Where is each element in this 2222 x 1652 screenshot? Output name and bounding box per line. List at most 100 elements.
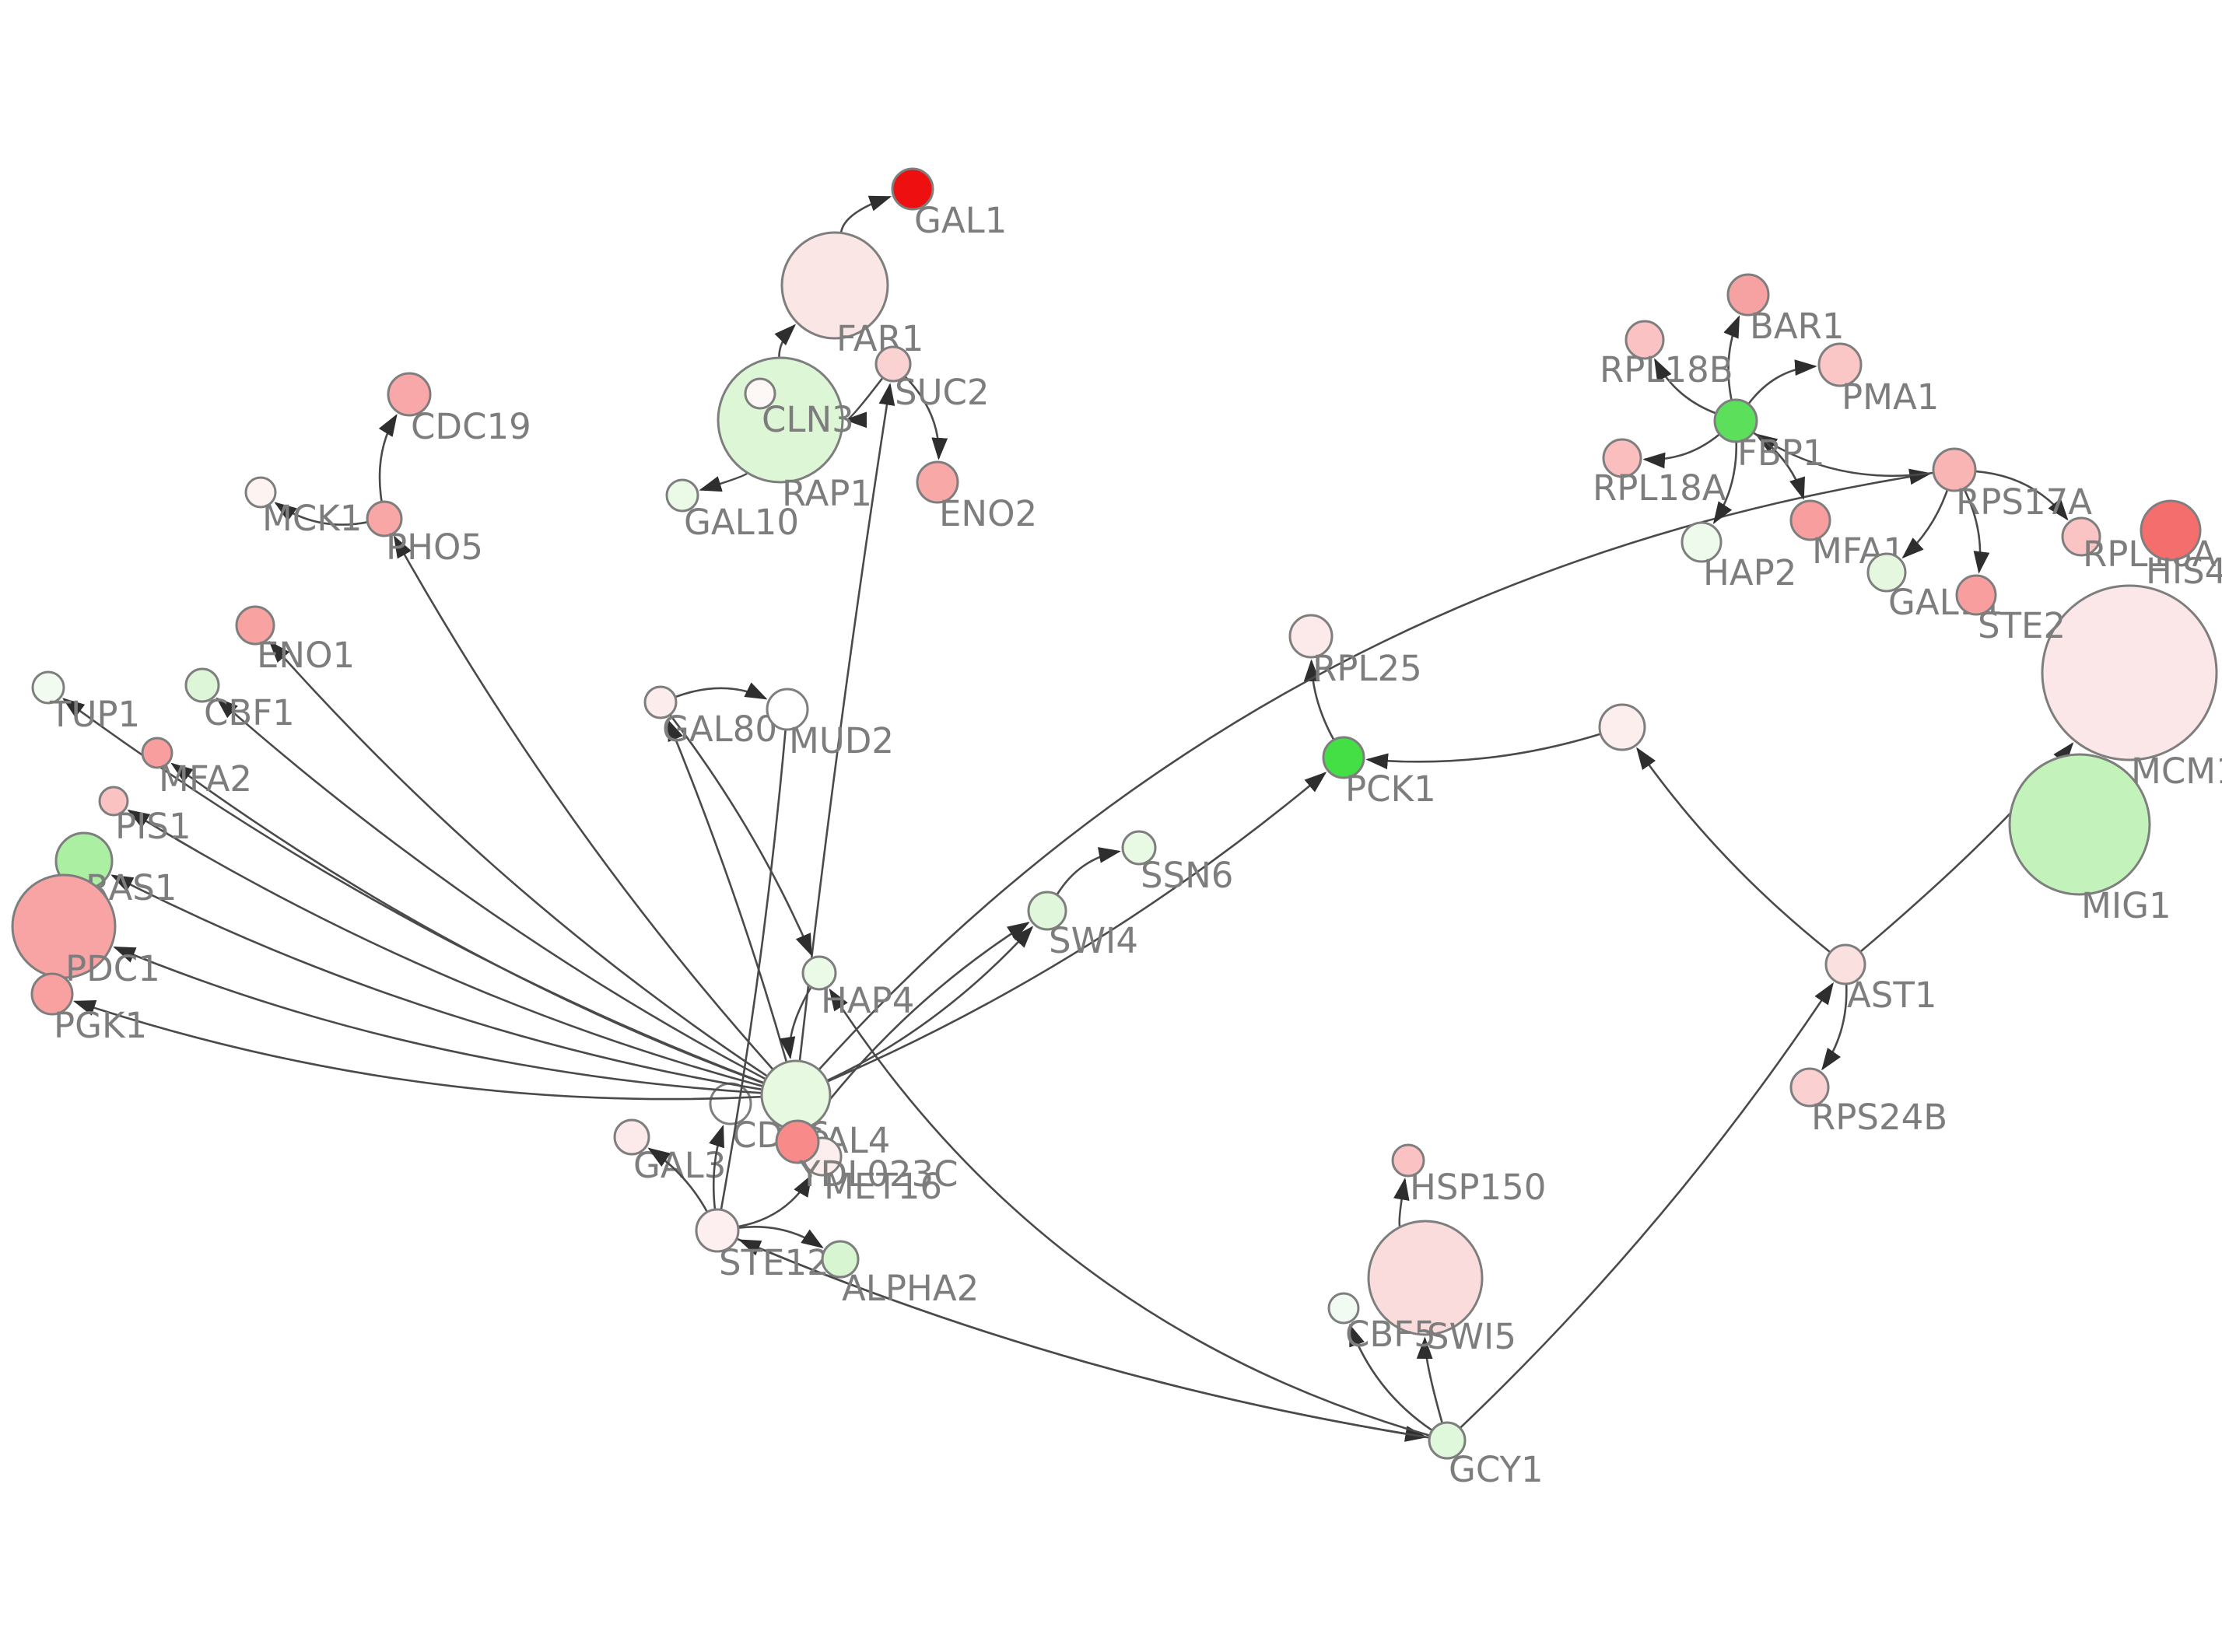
node-suc2[interactable] (874, 345, 912, 383)
edge-pck1-rpl25[interactable] (1303, 659, 1335, 740)
node-gal4[interactable] (760, 1059, 832, 1131)
node-mig1[interactable] (2008, 753, 2151, 896)
edge-gal4-pck1[interactable] (826, 772, 1327, 1083)
edge-gcy1-ste12[interactable] (738, 1239, 1430, 1439)
node-swi4[interactable] (1027, 891, 1067, 931)
edge-gal4-gal80[interactable] (667, 718, 788, 1063)
node-tup1[interactable] (31, 670, 65, 705)
node-cbf5[interactable] (1327, 1292, 1360, 1325)
edge-far1-gal1[interactable] (839, 195, 892, 233)
node-far1[interactable] (780, 231, 889, 340)
node-ssn6[interactable] (1121, 830, 1157, 866)
node-pma1[interactable] (1817, 342, 1863, 387)
edge-gcy1-ast1[interactable] (1459, 982, 1834, 1430)
node-gal3[interactable] (613, 1118, 650, 1156)
node-ydl023c[interactable] (775, 1119, 820, 1164)
edge-gal80-mud2[interactable] (675, 682, 768, 700)
node-eno2[interactable] (916, 460, 959, 504)
edge-ste12-gal3[interactable] (647, 1147, 709, 1213)
edge-gal4-cbf1[interactable] (216, 697, 766, 1080)
edge-ast1-rps24b[interactable] (1821, 983, 1848, 1071)
node-cdc19[interactable] (387, 372, 432, 417)
node-pis1[interactable] (98, 786, 129, 817)
node-pck1[interactable] (1322, 736, 1365, 779)
node-bar1[interactable] (1726, 273, 1770, 317)
edge-ydl023c-swi4[interactable] (809, 922, 1030, 1126)
edge-unk1-pck1[interactable] (1365, 733, 1601, 770)
edge-rap1-far1[interactable] (774, 324, 797, 359)
edge-gal4-pdc1[interactable] (113, 946, 762, 1094)
node-eno1[interactable] (235, 605, 275, 646)
edge-fbp1-hap2[interactable] (1712, 441, 1738, 524)
edge-ast1-unk1[interactable] (1636, 747, 1831, 954)
node-mcm1[interactable] (2041, 584, 2218, 761)
edge-suc2-eno2[interactable] (904, 375, 948, 460)
edge-pho5-mck1[interactable] (274, 502, 368, 526)
node-label-pma1: PMA1 (1842, 376, 1939, 418)
node-gal11[interactable] (1866, 552, 1907, 593)
edge-swi4-ssn6[interactable] (1056, 847, 1121, 896)
edge-rps17a-ste2[interactable] (1963, 488, 1990, 574)
node-rpl16a[interactable] (2061, 516, 2101, 557)
edge-swi5-hsp150[interactable] (1393, 1178, 1410, 1228)
edge-fbp1-bar1[interactable] (1723, 315, 1740, 401)
edge-suc2-rap1[interactable] (844, 376, 884, 429)
node-gal1[interactable] (891, 167, 934, 211)
edge-fbp1-mfa1[interactable] (1752, 431, 1805, 500)
edge-pho5-cdc19[interactable] (378, 414, 398, 502)
edge-gal4-eno1[interactable] (268, 640, 769, 1077)
node-gal10[interactable] (665, 478, 699, 513)
node-ste12[interactable] (695, 1208, 740, 1253)
node-hap4[interactable] (801, 955, 837, 991)
edge-gcy1-hap4[interactable] (829, 988, 1431, 1437)
node-gal80[interactable] (643, 685, 678, 719)
edge-fbp1-rpl18b[interactable] (1654, 358, 1717, 415)
edge-hap4-gal4[interactable] (779, 986, 812, 1060)
edge-gal4-mfa2[interactable] (170, 762, 765, 1085)
node-mfa1[interactable] (1789, 499, 1831, 541)
edge-ste12-met16[interactable] (738, 1174, 812, 1228)
edge-rps17a-rpl16a[interactable] (1975, 470, 2069, 521)
node-rpl25[interactable] (1288, 614, 1334, 659)
edge-gal4-pho5[interactable] (393, 535, 774, 1071)
node-label-eno1: ENO1 (257, 635, 355, 676)
edge-fbp1-pma1[interactable] (1747, 359, 1817, 405)
node-hap2[interactable] (1681, 521, 1723, 563)
node-unk1[interactable] (1598, 703, 1646, 751)
node-pgk1[interactable] (30, 972, 74, 1016)
edge-gal80-hap4[interactable] (669, 714, 812, 957)
node-cln3[interactable] (744, 377, 776, 410)
node-mfa2[interactable] (141, 737, 173, 769)
edge-ste12-cdc6[interactable] (709, 1124, 724, 1210)
node-alpha2[interactable] (821, 1240, 860, 1279)
edge-ste12-alpha2[interactable] (738, 1226, 824, 1249)
node-label-gal10: GAL10 (684, 502, 799, 543)
node-ste2[interactable] (1955, 574, 1997, 616)
edge-gal4-pis1[interactable] (127, 809, 763, 1087)
node-ast1[interactable] (1824, 943, 1866, 985)
node-cbf1[interactable] (184, 667, 220, 703)
edge-gal4-pgk1[interactable] (72, 999, 762, 1101)
edge-rps17a-gal11[interactable] (1901, 489, 1949, 559)
edge-gcy1-swi5[interactable] (1416, 1336, 1444, 1424)
node-mck1[interactable] (244, 476, 277, 509)
node-hsp150[interactable] (1391, 1143, 1425, 1178)
node-his4[interactable] (2140, 499, 2202, 562)
edge-fbp1-rpl18a[interactable] (1642, 433, 1721, 469)
edge-rps17a-fbp1[interactable] (1754, 433, 1934, 478)
edge-gcy1-cbf5[interactable] (1348, 1324, 1433, 1432)
edge-gal4-ras1[interactable] (110, 874, 762, 1091)
edge-gal4-swi4[interactable] (826, 926, 1034, 1082)
edge-gal4-rps17a[interactable] (818, 468, 1932, 1071)
node-gcy1[interactable] (1428, 1421, 1467, 1460)
node-swi5[interactable] (1367, 1220, 1484, 1336)
node-rps24b[interactable] (1789, 1067, 1830, 1108)
node-rpl18b[interactable] (1624, 320, 1665, 360)
node-pho5[interactable] (366, 500, 403, 537)
node-rpl18a[interactable] (1602, 438, 1642, 478)
node-rps17a[interactable] (1932, 447, 1977, 492)
node-fbp1[interactable] (1713, 398, 1758, 443)
edge-ste12-mud2[interactable] (720, 729, 787, 1210)
node-mud2[interactable] (766, 688, 809, 731)
